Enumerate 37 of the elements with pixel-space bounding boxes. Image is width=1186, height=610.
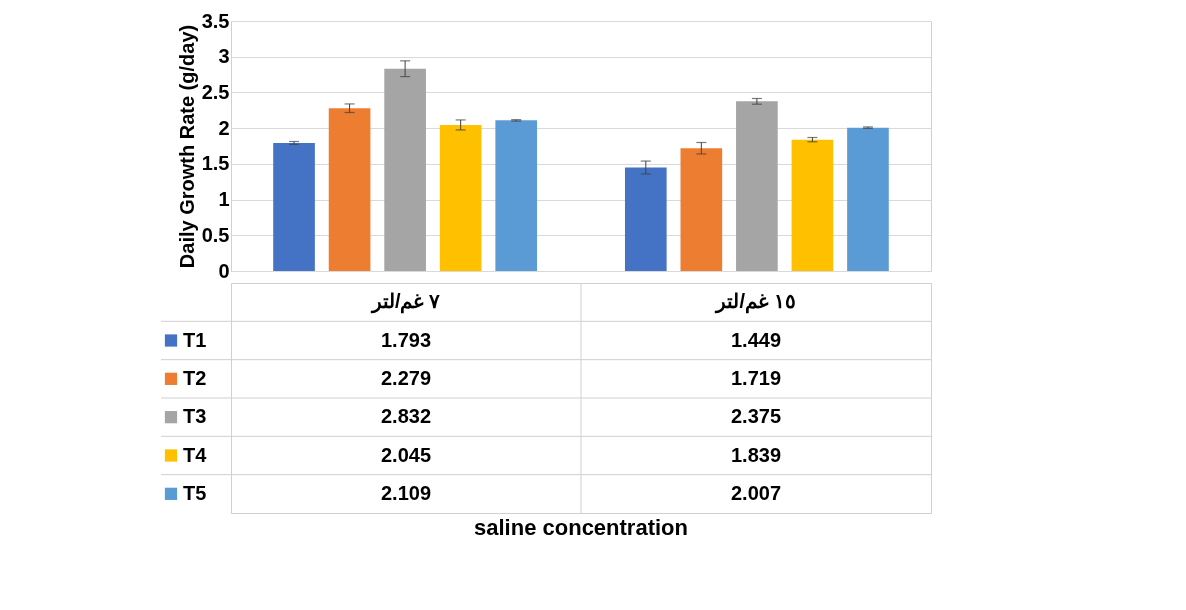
bar <box>439 124 482 271</box>
data-label: 2.279 <box>380 366 432 389</box>
data-label: 2.109 <box>380 481 432 504</box>
x-tick-label: ١٥ غم/لتر <box>714 290 796 315</box>
y-tick-label: 0 <box>218 259 230 282</box>
y-tick-label: 3 <box>218 45 230 68</box>
bar <box>847 127 889 271</box>
data-label: 2.375 <box>730 405 782 428</box>
bar <box>384 68 426 271</box>
y-tick-label: 2.5 <box>201 80 230 103</box>
data-label: 2.832 <box>380 405 432 428</box>
bar <box>495 120 538 271</box>
y-tick-label: 1 <box>218 188 230 211</box>
bar <box>791 139 834 271</box>
bar <box>680 148 723 271</box>
y-tick-label: 2 <box>218 116 230 139</box>
data-label: 2.007 <box>730 481 782 504</box>
legend-label: T5 <box>183 481 207 504</box>
legend-label: T4 <box>183 443 208 466</box>
legend-label: T2 <box>183 366 207 389</box>
bar <box>328 108 371 271</box>
bar <box>273 142 315 271</box>
bar <box>736 101 778 271</box>
x-tick-label: ٧ غم/لتر <box>369 290 441 315</box>
bar <box>624 167 667 271</box>
y-tick-label: 3.5 <box>201 9 230 32</box>
legend-label: T3 <box>183 405 207 428</box>
text: saline concentration <box>474 514 688 540</box>
data-label: 1.793 <box>380 328 432 351</box>
y-tick-label: 0.5 <box>201 223 230 246</box>
y-tick-label: 1.5 <box>201 152 230 175</box>
data-label: 2.045 <box>380 443 432 466</box>
data-label: 1.839 <box>730 443 782 466</box>
y-axis-title: Daily Growth Rate (g/day) <box>175 24 198 269</box>
data-label: 1.449 <box>730 328 782 351</box>
legend-label: T1 <box>183 328 207 351</box>
data-label: 1.719 <box>730 366 782 389</box>
